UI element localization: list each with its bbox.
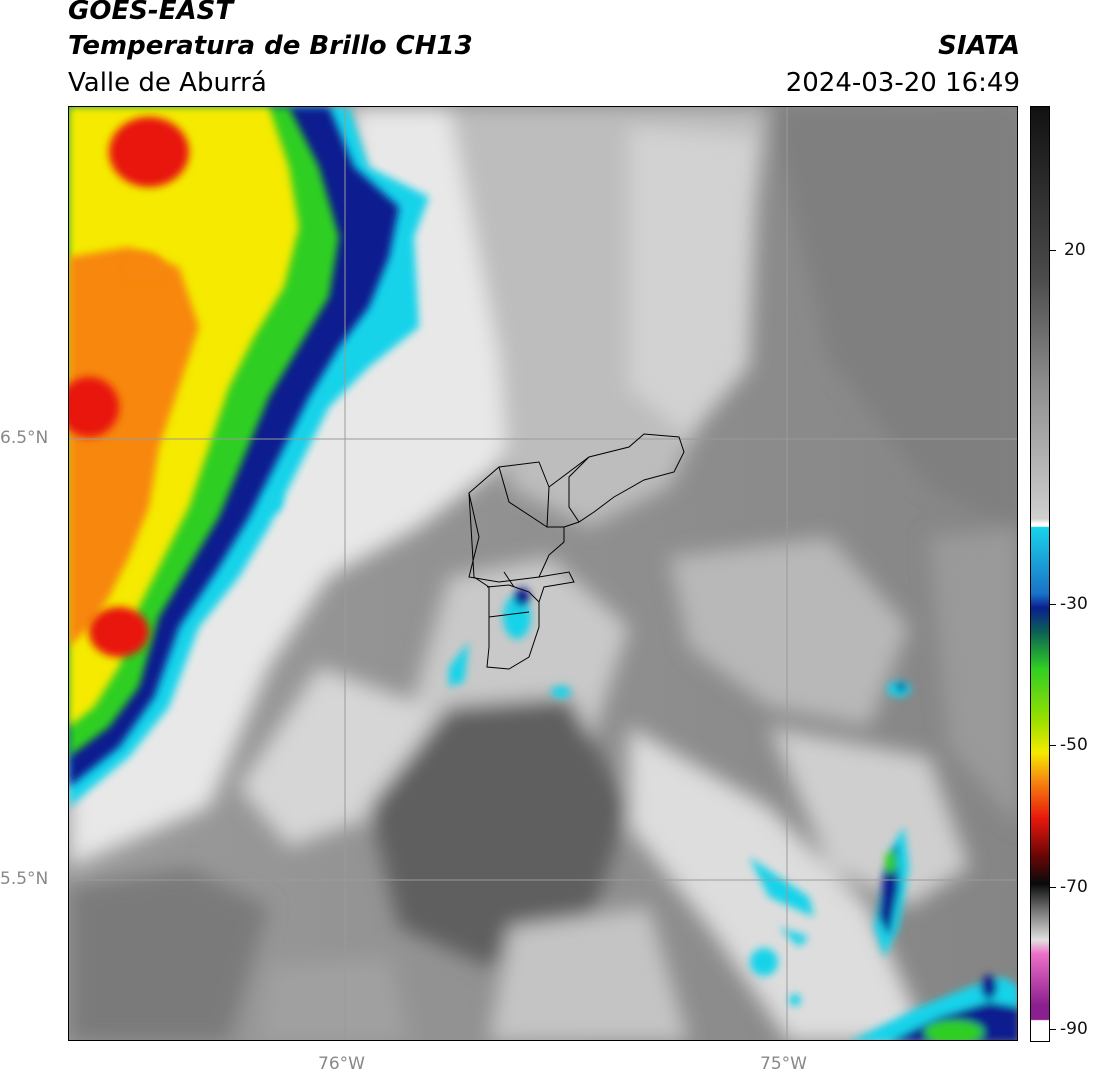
brightness-temperature-field [69,107,1017,1040]
region-subtitle: Valle de Aburrá [68,68,267,98]
satellite-map[interactable] [68,106,1018,1041]
cloud-texture [69,107,1017,1040]
datetime-stamp: 2024-03-20 16:49 [785,68,1020,98]
convective-cells [266,492,1017,1040]
convective-storm-west [69,107,429,807]
graticule [69,107,1017,1040]
lat-label-5-5: 5.5°N [0,869,49,889]
colorbar-label-minus70: -70 [1060,877,1088,897]
lat-label-6-5: 6.5°N [0,428,49,448]
colorbar-tick [1050,250,1056,251]
colorbar [1030,106,1050,1042]
colorbar-tick [1050,604,1056,605]
lon-label-75: 75°W [760,1054,807,1074]
colorbar-label-minus30: -30 [1060,594,1088,614]
colorbar-tick [1050,1029,1056,1030]
colorbar-label-minus50: -50 [1060,735,1088,755]
satellite-title: GOES-EAST [68,0,234,26]
colorbar-label-20: 20 [1064,240,1086,260]
municipal-boundaries [468,433,685,670]
lon-label-76: 76°W [318,1054,365,1074]
product-title: Temperatura de Brillo CH13 [68,31,473,61]
colorbar-tick [1050,887,1056,888]
colorbar-tick [1050,745,1056,746]
brand-label: SIATA [938,31,1020,61]
colorbar-label-minus90: -90 [1060,1019,1088,1039]
